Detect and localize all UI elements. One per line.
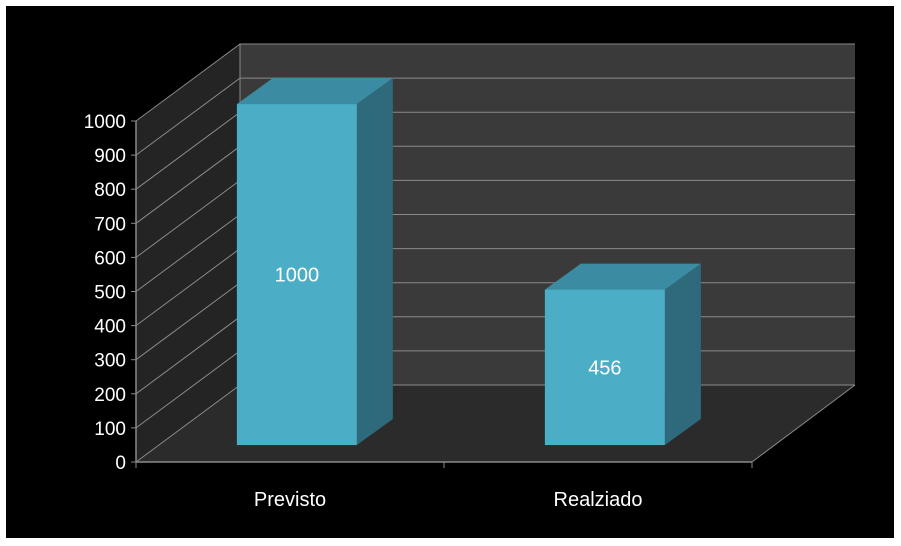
bar-side [356,78,393,446]
data-label: 456 [588,357,621,379]
bar-previsto [236,78,393,446]
bar-top [236,78,393,105]
y-tick-label: 500 [94,283,126,304]
x-category-label: Realziado [554,489,643,511]
y-tick-label: 200 [94,385,126,406]
y-tick-label: 600 [94,248,126,269]
data-label: 1000 [275,265,320,287]
y-tick-label: 900 [94,146,126,167]
y-tick-label: 0 [115,453,126,474]
y-tick-label: 700 [94,214,126,235]
floor-edge [751,384,856,463]
bar-front [544,289,665,446]
bar-front [236,104,357,446]
bar-side [664,263,701,446]
y-tick-label: 800 [94,180,126,201]
x-category-label: Previsto [254,489,326,511]
y-tick-label: 400 [94,317,126,338]
y-tick-label: 300 [94,351,126,372]
bar-top [544,263,701,290]
bar-realziado [544,263,701,446]
y-tick-label: 1000 [84,112,126,133]
y-tick-label: 100 [94,419,126,440]
